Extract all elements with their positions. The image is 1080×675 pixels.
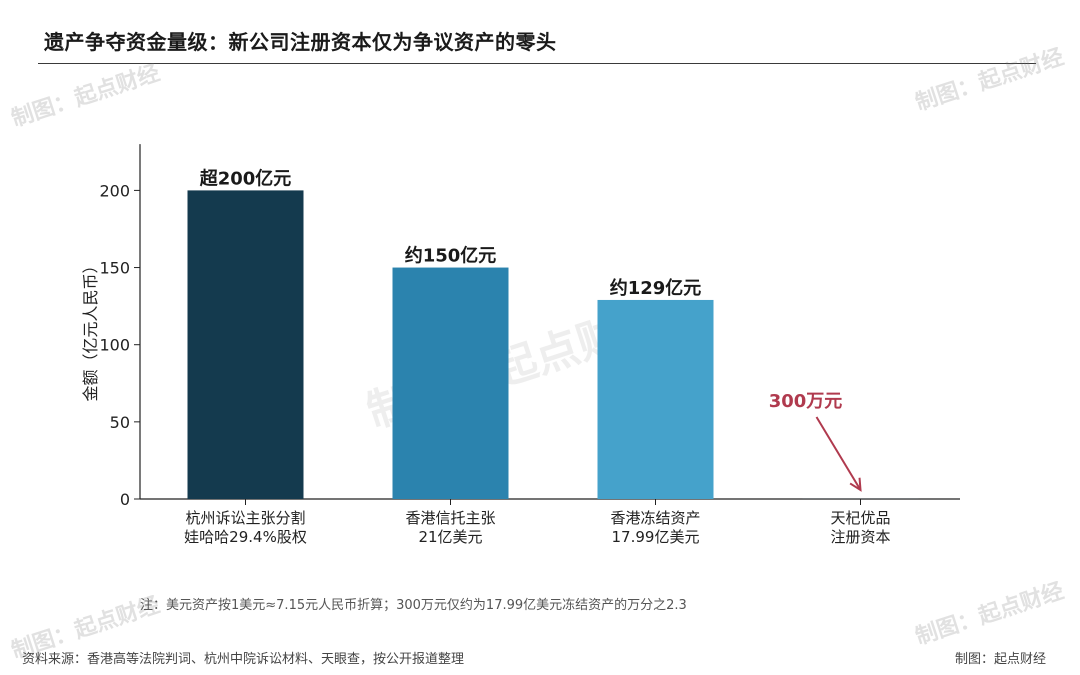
footnote: 注：美元资产按1美元≈7.15元人民币折算；300万元仅约为17.99亿美元冻结… bbox=[140, 598, 687, 613]
y-axis-label: 金额（亿元人民币） bbox=[81, 258, 100, 402]
chart-title: 遗产争夺资金量级：新公司注册资本仅为争议资产的零头 bbox=[44, 30, 557, 54]
bar bbox=[392, 267, 509, 499]
x-tick-label: 娃哈哈29.4%股权 bbox=[184, 528, 307, 546]
x-tick-label: 杭州诉讼主张分割 bbox=[185, 509, 305, 527]
chart-credit: 制图：起点财经 bbox=[954, 652, 1046, 667]
y-tick-label: 0 bbox=[120, 490, 130, 509]
x-tick-label: 香港信托主张 bbox=[405, 509, 495, 527]
y-tick-label: 100 bbox=[99, 336, 130, 355]
annotation-label: 300万元 bbox=[769, 391, 843, 412]
data-label: 约150亿元 bbox=[405, 245, 497, 267]
annotation-arrow-line bbox=[815, 416, 862, 491]
y-tick-label: 150 bbox=[99, 259, 130, 278]
data-label: 超200亿元 bbox=[200, 167, 292, 189]
y-tick-label: 200 bbox=[99, 181, 130, 200]
x-tick-label: 17.99亿美元 bbox=[612, 528, 700, 546]
annotation-arrowhead bbox=[849, 477, 862, 492]
title-divider bbox=[38, 63, 1036, 64]
bar bbox=[597, 299, 714, 499]
x-tick-label: 香港冻结资产 bbox=[610, 509, 700, 527]
bar bbox=[187, 190, 304, 499]
x-tick-label: 21亿美元 bbox=[418, 528, 482, 546]
data-label: 约129亿元 bbox=[610, 277, 702, 299]
source-note: 资料来源：香港高等法院判词、杭州中院诉讼材料、天眼查，按公开报道整理 bbox=[22, 652, 465, 667]
x-tick-label: 注册资本 bbox=[830, 528, 890, 546]
y-tick-label: 50 bbox=[110, 413, 130, 432]
x-tick-label: 天杞优品 bbox=[830, 509, 890, 527]
